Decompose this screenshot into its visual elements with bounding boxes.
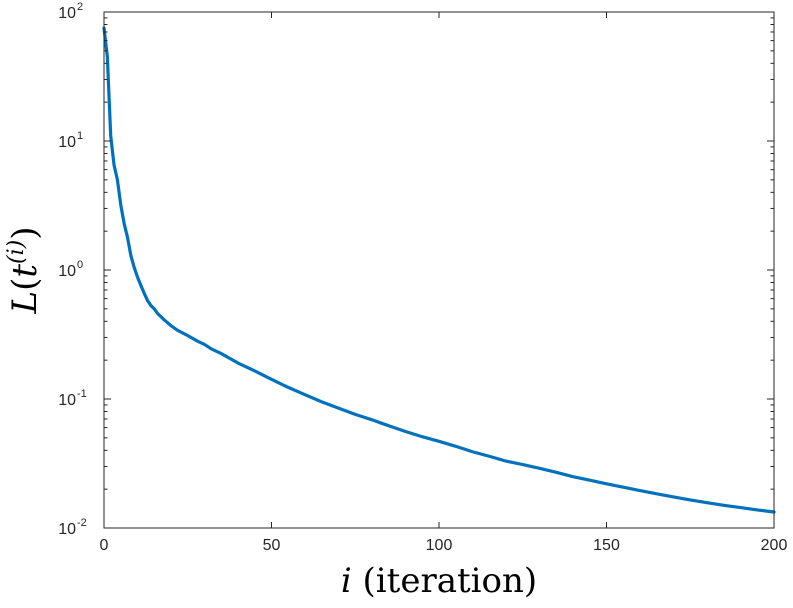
- y-axis-label-sup: (i): [4, 240, 29, 264]
- y-axis-label: L(t(i)): [4, 227, 45, 315]
- y-tick-label-exponent: 2: [77, 1, 83, 13]
- y-tick-label-base: 10: [58, 521, 76, 538]
- y-tick-label-exponent: -2: [77, 517, 87, 529]
- x-tick-label-2: 100: [426, 537, 453, 554]
- x-tick-label-0: 0: [100, 537, 109, 554]
- y-tick-label-2: 10 0: [58, 259, 83, 280]
- series-layer: [102, 26, 776, 514]
- x-tick-label-3: 150: [593, 537, 620, 554]
- y-tick-label-exponent: 1: [77, 130, 83, 142]
- y-tick-label-1: 10 -1: [58, 388, 87, 409]
- x-axis-label-var: i: [341, 561, 352, 601]
- y-tick-label-0: 10 -2: [58, 517, 87, 538]
- y-tick-label-base: 10: [58, 392, 76, 409]
- y-axis-label-fn: L: [5, 291, 45, 315]
- y-axis-label-open: (: [5, 278, 45, 291]
- x-tick-label-1: 50: [263, 537, 281, 554]
- y-tick-label-base: 10: [58, 134, 76, 151]
- plot-area: [104, 12, 774, 528]
- x-tick-label-4: 200: [761, 537, 788, 554]
- y-tick-label-base: 10: [58, 5, 76, 22]
- x-axis-label: i (iteration): [341, 561, 537, 601]
- x-axis-label-text: (iteration): [352, 561, 537, 601]
- y-tick-label-4: 10 2: [58, 1, 83, 22]
- y-axis-label-close: ): [5, 227, 45, 240]
- y-tick-label-3: 10 1: [58, 130, 83, 151]
- y-axis-label-arg: t: [5, 264, 45, 278]
- x-axis: 0 50 100 150 200: [100, 12, 788, 554]
- y-tick-label-base: 10: [58, 263, 76, 280]
- y-tick-label-exponent: 0: [77, 259, 83, 271]
- y-tick-label-exponent: -1: [77, 388, 87, 400]
- series-line-0: [102, 26, 776, 514]
